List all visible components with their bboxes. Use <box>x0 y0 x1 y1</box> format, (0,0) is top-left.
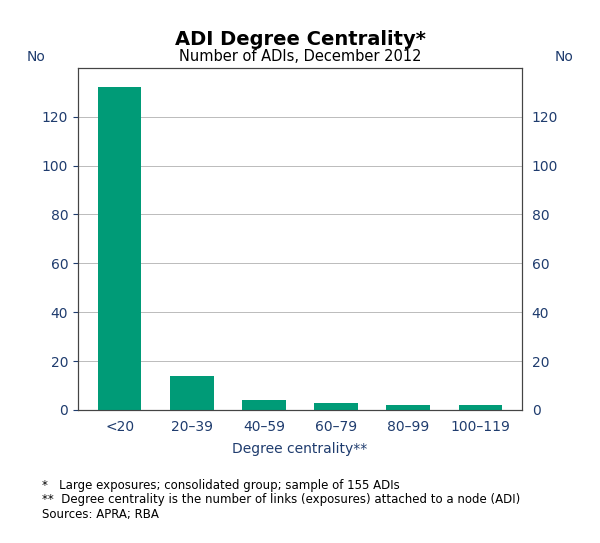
Bar <box>386 405 430 410</box>
Bar <box>458 405 502 410</box>
Bar <box>98 87 142 410</box>
Bar <box>314 403 358 410</box>
Text: Number of ADIs, December 2012: Number of ADIs, December 2012 <box>179 49 421 64</box>
Text: No: No <box>554 50 573 65</box>
Text: ADI Degree Centrality*: ADI Degree Centrality* <box>175 30 425 49</box>
Text: *   Large exposures; consolidated group; sample of 155 ADIs: * Large exposures; consolidated group; s… <box>42 479 400 492</box>
Text: **  Degree centrality is the number of links (exposures) attached to a node (ADI: ** Degree centrality is the number of li… <box>42 493 520 506</box>
Text: No: No <box>27 50 46 65</box>
Text: Sources: APRA; RBA: Sources: APRA; RBA <box>42 508 159 521</box>
X-axis label: Degree centrality**: Degree centrality** <box>232 442 368 456</box>
Bar <box>170 376 214 410</box>
Bar <box>242 400 286 410</box>
